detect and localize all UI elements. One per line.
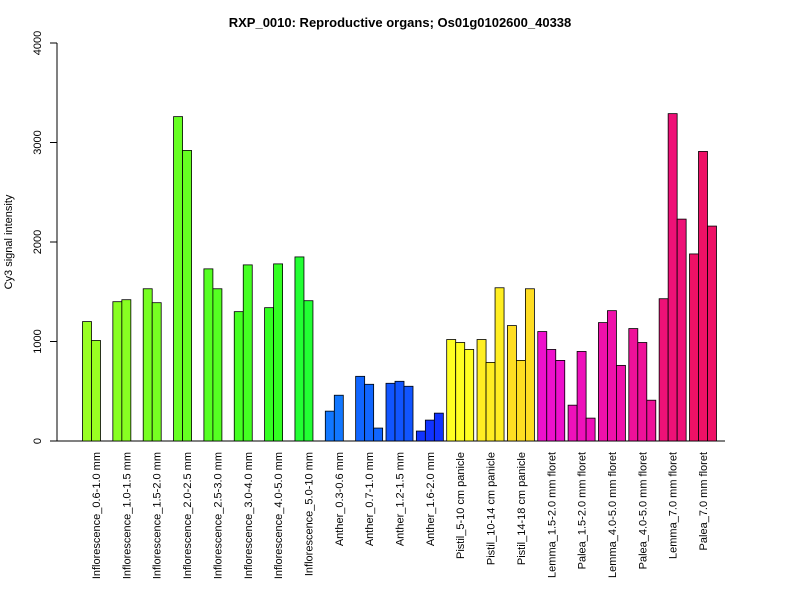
category-label: Lemma_7.0 mm floret	[668, 452, 680, 559]
bar	[373, 427, 384, 442]
bar	[294, 256, 305, 442]
category-label: Anther_1.6-2.0 mm	[425, 452, 437, 546]
bar	[233, 311, 244, 442]
bar	[333, 394, 344, 442]
bar	[506, 325, 517, 442]
category-label: Anther_0.7-1.0 mm	[364, 452, 376, 546]
y-tick-label: 0	[32, 438, 44, 444]
bar	[646, 399, 657, 442]
bar	[607, 310, 617, 442]
category-label: Inflorescence_1.5-2.0 mm	[152, 452, 164, 579]
bar	[555, 360, 566, 442]
bar	[264, 307, 275, 442]
bar	[546, 349, 557, 442]
category-label: Pistil_10-14 cm panicle	[486, 452, 498, 565]
bar	[567, 404, 578, 442]
bar	[394, 380, 405, 442]
category-label: Pistil_5-10 cm panicle	[455, 452, 467, 559]
chart-title: RXP_0010: Reproductive organs; Os01g0102…	[229, 15, 572, 30]
bar	[324, 410, 335, 442]
bar	[525, 288, 535, 442]
bar	[689, 253, 699, 442]
category-label: Inflorescence_2.0-2.5 mm	[182, 452, 194, 579]
bar	[516, 360, 526, 442]
bar	[485, 361, 496, 442]
bar	[628, 328, 639, 442]
category-label: Lemma_1.5-2.0 mm floret	[546, 452, 558, 578]
bar	[273, 263, 284, 442]
y-tick-label: 2000	[32, 230, 44, 254]
bar	[142, 288, 153, 442]
bar	[91, 340, 101, 442]
bar	[403, 385, 414, 442]
bar	[658, 298, 669, 442]
category-label: Inflorescence_4.0-5.0 mm	[273, 452, 285, 579]
bar	[121, 299, 132, 442]
y-tick-label: 1000	[32, 329, 44, 353]
bar	[476, 339, 487, 442]
bar	[355, 375, 366, 442]
y-tick-label: 4000	[32, 31, 44, 55]
bar	[433, 412, 444, 442]
bar	[415, 430, 426, 442]
category-label: Palea_7.0 mm floret	[698, 452, 710, 550]
bar	[203, 268, 214, 442]
bar	[598, 322, 608, 442]
bar	[446, 339, 457, 442]
bar	[364, 383, 375, 442]
category-label: Inflorescence_5.0-10 mm	[303, 452, 315, 576]
bar	[464, 349, 475, 442]
category-label: Anther_0.3-0.6 mm	[334, 452, 346, 546]
category-label: Inflorescence_3.0-4.0 mm	[243, 452, 255, 579]
category-label: Palea_1.5-2.0 mm floret	[577, 452, 589, 569]
y-axis-label: Cy3 signal intensity	[3, 194, 15, 289]
bar	[424, 419, 435, 442]
category-label: Inflorescence_1.0-1.5 mm	[121, 452, 133, 579]
bar	[242, 264, 253, 442]
bar	[303, 300, 314, 442]
bar	[616, 364, 626, 442]
bar	[707, 225, 717, 442]
bar	[537, 331, 548, 442]
bar	[151, 302, 162, 442]
bar	[667, 113, 678, 442]
bar	[676, 218, 687, 442]
y-tick-label: 3000	[32, 130, 44, 154]
bar	[637, 342, 648, 442]
bar	[576, 351, 587, 442]
bar	[112, 301, 123, 442]
bar	[698, 151, 708, 442]
category-label: Inflorescence_2.5-3.0 mm	[212, 452, 224, 579]
bar	[82, 321, 92, 442]
bar	[182, 150, 192, 442]
category-label: Inflorescence_0.6-1.0 mm	[91, 452, 103, 579]
category-label: Palea_4.0-5.0 mm floret	[637, 452, 649, 569]
bar	[455, 342, 466, 442]
bar	[385, 382, 396, 442]
category-label: Anther_1.2-1.5 mm	[395, 452, 407, 546]
category-label: Pistil_14-18 cm panicle	[516, 452, 528, 565]
bar	[585, 417, 596, 442]
bar	[494, 287, 505, 442]
bar	[173, 116, 183, 442]
category-label: Lemma_4.0-5.0 mm floret	[607, 452, 619, 578]
bar	[212, 288, 223, 442]
